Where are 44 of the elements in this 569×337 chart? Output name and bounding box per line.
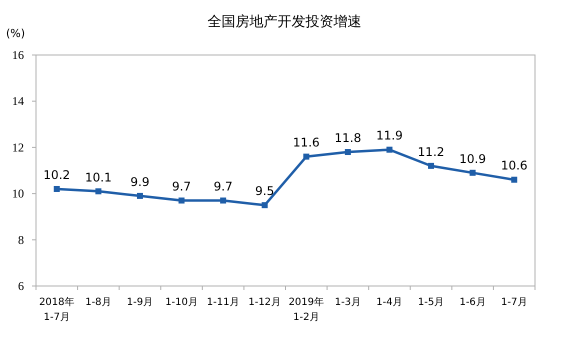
data-label: 9.7 bbox=[214, 180, 233, 194]
x-tick-label: 1-3月 bbox=[334, 297, 362, 308]
point bbox=[95, 188, 102, 194]
x-tick-label: 1-11月 bbox=[206, 297, 240, 308]
y-tick-label: 14 bbox=[12, 94, 24, 108]
y-tick-label: 6 bbox=[18, 279, 24, 293]
data-label: 10.9 bbox=[459, 152, 486, 166]
y-axis-title: (%) bbox=[6, 27, 26, 40]
data-label: 10.1 bbox=[85, 170, 112, 184]
x-tick-label: 1-9月 bbox=[126, 297, 154, 308]
x-tick-label: 1-12月 bbox=[248, 297, 282, 308]
data-label: 11.9 bbox=[376, 128, 403, 143]
y-tick-label: 10 bbox=[12, 186, 24, 201]
point bbox=[220, 198, 226, 204]
point bbox=[136, 192, 143, 199]
point bbox=[511, 176, 518, 183]
x-tick-label: 1-4月 bbox=[376, 297, 403, 308]
x-tick-label: 1-6月 bbox=[459, 297, 486, 308]
data-label: 10.2 bbox=[43, 168, 70, 182]
data-label: 9.7 bbox=[172, 180, 192, 194]
point bbox=[262, 202, 268, 208]
x-tick-label: 2018年 1-7月 bbox=[39, 296, 75, 323]
x-tick-label: 2019年 1-2月 bbox=[288, 296, 324, 323]
point bbox=[54, 186, 60, 192]
point bbox=[344, 149, 351, 156]
x-tick-label: 1-8月 bbox=[85, 297, 112, 308]
x-tick-label: 1-10月 bbox=[165, 297, 198, 308]
data-label: 11.8 bbox=[334, 131, 362, 146]
data-label: 10.6 bbox=[500, 158, 528, 173]
data-label: 9.5 bbox=[255, 184, 274, 198]
y-tick-label: 12 bbox=[12, 140, 24, 154]
y-tick-label: 16 bbox=[12, 48, 24, 62]
data-label: 11.6 bbox=[292, 136, 320, 150]
chart-title: 全国房地产开发投资增速 bbox=[208, 14, 362, 30]
x-tick-label: 1-7月 bbox=[501, 297, 528, 308]
point bbox=[178, 198, 185, 204]
point bbox=[470, 170, 476, 176]
point bbox=[303, 154, 310, 160]
point bbox=[428, 162, 434, 169]
point bbox=[386, 146, 392, 153]
x-tick-label: 1-5月 bbox=[418, 297, 444, 308]
data-label: 9.9 bbox=[130, 174, 150, 189]
data-label: 11.2 bbox=[418, 144, 444, 159]
y-tick-label: 8 bbox=[18, 232, 24, 247]
